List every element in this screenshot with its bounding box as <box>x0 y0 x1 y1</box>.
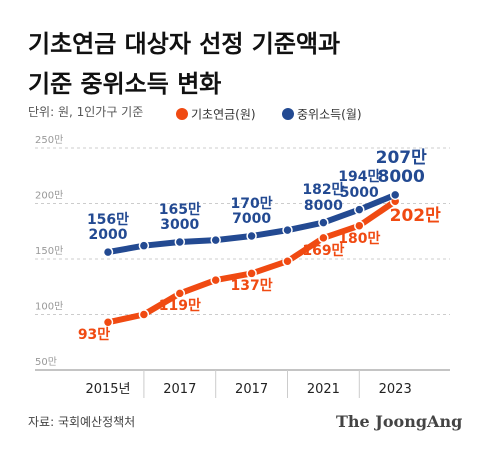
data-label: 202만 <box>389 206 441 227</box>
point <box>138 240 150 251</box>
x-tick-label: 2023 <box>379 382 412 397</box>
data-label: 194만 5000 <box>338 169 381 201</box>
point <box>174 236 186 248</box>
brand: The JoongAng <box>336 412 463 431</box>
subtitle: 단위: 원, 1인가구 기준 <box>28 105 144 119</box>
data-label: 165만 3000 <box>158 201 201 234</box>
legend-marker <box>176 108 188 120</box>
data-label: 93만 <box>77 327 111 344</box>
point <box>246 268 257 279</box>
data-label: 170만 7000 <box>230 195 273 228</box>
point <box>282 255 293 267</box>
point <box>389 189 401 201</box>
source: 자료: 국회예산정책처 <box>28 415 136 429</box>
legend-label: 중위소득(월) <box>297 108 362 122</box>
y-tick-label: 50만 <box>35 356 57 368</box>
point <box>354 204 365 215</box>
point <box>246 230 257 242</box>
y-tick-label: 200만 <box>35 190 63 202</box>
data-label: 180만 <box>338 230 381 247</box>
y-tick-label: 250만 <box>35 134 63 146</box>
point <box>318 232 329 244</box>
data-label: 182만 8000 <box>302 182 345 214</box>
y-tick-label: 150만 <box>35 245 63 257</box>
x-tick-label: 2021 <box>307 382 340 397</box>
point <box>102 317 114 328</box>
data-label: 137만 <box>230 278 273 295</box>
x-tick-label: 2017 <box>235 382 268 397</box>
point <box>102 246 114 258</box>
data-label: 207만 8000 <box>375 147 427 187</box>
point <box>138 309 150 320</box>
chart-title: 기초연금 대상자 선정 기준액과 기준 중위소득 변화 <box>28 30 341 98</box>
data-label: 119만 <box>158 298 201 315</box>
y-tick-label: 100만 <box>35 301 63 313</box>
point <box>282 224 293 236</box>
legend-marker <box>282 108 294 120</box>
point <box>210 274 221 286</box>
point <box>210 234 221 246</box>
x-tick-label: 2015년 <box>85 382 130 397</box>
point <box>174 288 186 299</box>
legend-label: 기초연금(원) <box>191 108 256 122</box>
data-label: 169만 <box>302 242 345 259</box>
point <box>354 220 365 231</box>
point <box>318 217 329 228</box>
x-tick-label: 2017 <box>163 382 196 397</box>
data-label: 156만 2000 <box>86 211 130 244</box>
